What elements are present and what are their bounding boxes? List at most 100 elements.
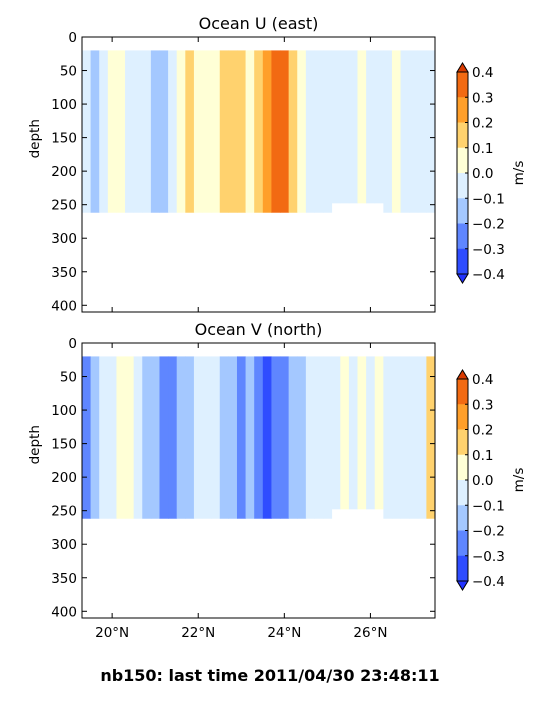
y-tick-label: 300 — [51, 231, 77, 247]
data-band — [245, 50, 255, 213]
y-tick-label: 0 — [68, 336, 77, 352]
data-band — [331, 356, 341, 510]
data-band — [340, 356, 350, 510]
data-band — [236, 356, 246, 519]
colorbar-tick-label: −0.4 — [472, 574, 505, 590]
y-tick-label: 250 — [51, 198, 77, 214]
data-band — [176, 50, 186, 213]
colorbar-segment — [457, 198, 468, 224]
colorbar-tick-label: 0.4 — [472, 372, 493, 388]
y-tick-label: 0 — [68, 30, 77, 46]
data-band — [245, 356, 255, 519]
data-band — [374, 356, 384, 510]
data-band — [150, 50, 160, 213]
data-band — [150, 356, 160, 519]
data-band — [357, 356, 367, 510]
data-band — [297, 50, 307, 213]
data-band — [271, 356, 281, 519]
y-tick-label: 300 — [51, 537, 77, 553]
data-band — [185, 50, 195, 213]
data-band — [426, 356, 436, 519]
x-tick-label: 22°N — [181, 625, 215, 641]
panel-2: Ocean V (north) 0 50 100 150 200 250 300 350 400 d… — [27, 320, 527, 641]
data-band — [280, 50, 290, 213]
colorbar-segment — [457, 97, 468, 123]
colorbar-tick-label: 0.1 — [472, 141, 493, 157]
data-band — [116, 356, 126, 519]
colorbar-tick-label: −0.1 — [472, 191, 505, 207]
data-band — [219, 50, 229, 213]
colorbar-segment — [457, 147, 468, 174]
data-band — [125, 356, 135, 519]
data-band — [417, 356, 427, 519]
data-band — [297, 356, 307, 519]
data-band — [82, 356, 92, 519]
x-tick-label: 26°N — [353, 625, 387, 641]
colorbar-tick-label: −0.3 — [472, 549, 505, 565]
y-tick-label: 250 — [51, 504, 77, 520]
colorbar-segment — [457, 72, 468, 98]
data-band — [99, 50, 109, 213]
data-band — [374, 50, 384, 204]
data-band — [176, 356, 186, 519]
data-band — [116, 50, 126, 213]
data-band — [159, 50, 169, 213]
y-tick-label: 350 — [51, 571, 77, 587]
data-band — [202, 50, 212, 213]
colorbar-extend-max — [456, 369, 469, 380]
data-band — [219, 356, 229, 519]
colorbar-tick-label: −0.4 — [472, 267, 505, 283]
data-band — [383, 356, 393, 519]
data-band — [400, 50, 410, 213]
data-band — [82, 50, 92, 213]
y-tick-label: 50 — [60, 64, 77, 80]
data-band — [340, 50, 350, 204]
data-band — [314, 50, 324, 213]
colorbar-segment — [457, 404, 468, 430]
colorbar-extend-min — [456, 580, 469, 591]
colorbar-label: m/s — [511, 468, 527, 493]
colorbar-segment — [457, 505, 468, 531]
colorbar: 0.4 0.3 0.2 0.1 0.0 −0.1 −0.2 −0.3 −0.4 m/s — [456, 369, 527, 591]
colorbar-segment — [457, 248, 468, 275]
y-tick-label: 200 — [51, 470, 77, 486]
colorbar-segment — [457, 379, 468, 405]
data-band — [383, 50, 393, 213]
y-tick-label: 150 — [51, 131, 77, 147]
panel-title: Ocean U (east) — [199, 14, 319, 33]
data-band — [99, 356, 109, 519]
data-band — [271, 50, 281, 213]
colorbar-tick-label: 0.2 — [472, 423, 493, 439]
colorbar-segment — [457, 555, 468, 582]
data-band — [211, 356, 221, 519]
data-band — [262, 50, 272, 213]
data-band — [288, 50, 298, 213]
data-band — [409, 50, 419, 213]
data-band — [314, 356, 324, 519]
data-band — [366, 50, 376, 204]
data-band — [262, 356, 272, 519]
colorbar-tick-label: 0.2 — [472, 116, 493, 132]
colorbar-tick-label: 0.4 — [472, 65, 493, 81]
data-band — [323, 356, 333, 519]
y-axis-label: depth — [27, 425, 43, 464]
colorbar-tick-label: −0.1 — [472, 498, 505, 514]
data-band — [107, 50, 117, 213]
data-band — [254, 356, 264, 519]
colorbar-tick-label: 0.1 — [472, 448, 493, 464]
data-band — [409, 356, 419, 519]
colorbar-extend-min — [456, 273, 469, 284]
colorbar-tick-label: 0.0 — [472, 473, 493, 489]
data-band — [193, 50, 203, 213]
data-band — [391, 50, 401, 213]
y-tick-label: 100 — [51, 97, 77, 113]
data-band — [305, 50, 315, 213]
data-band — [228, 356, 238, 519]
colorbar-tick-label: 0.3 — [472, 90, 493, 106]
data-band — [142, 356, 152, 519]
plot-frame — [81, 342, 436, 619]
colorbar-segment — [457, 173, 468, 199]
data-band — [280, 356, 290, 519]
colorbar-tick-label: −0.3 — [472, 242, 505, 258]
colorbar-tick-label: 0.0 — [472, 166, 493, 182]
